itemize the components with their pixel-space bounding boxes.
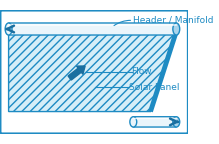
Ellipse shape	[173, 117, 180, 127]
Ellipse shape	[173, 23, 180, 35]
Text: Solar Panel: Solar Panel	[129, 83, 180, 92]
Text: Header / Manifold: Header / Manifold	[133, 16, 214, 25]
Polygon shape	[68, 66, 85, 80]
Text: Flow: Flow	[132, 68, 152, 76]
Ellipse shape	[130, 117, 137, 127]
FancyBboxPatch shape	[9, 23, 176, 35]
FancyBboxPatch shape	[0, 11, 188, 133]
Polygon shape	[9, 32, 176, 112]
FancyBboxPatch shape	[133, 117, 176, 127]
Ellipse shape	[5, 23, 12, 35]
